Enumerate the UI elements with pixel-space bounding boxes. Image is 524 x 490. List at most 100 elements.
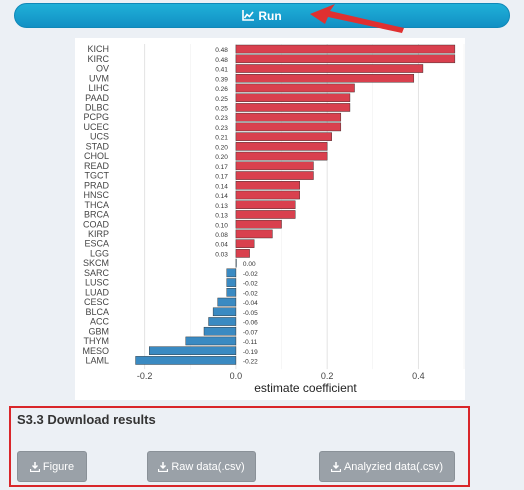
bar: [235, 103, 351, 112]
category-label: MESO: [82, 346, 109, 356]
download-raw-data-label: Raw data(.csv): [171, 460, 245, 473]
bar: [203, 326, 237, 336]
bar: [235, 44, 456, 54]
value-label: 0.26: [215, 86, 228, 93]
value-label: -0.06: [243, 320, 258, 327]
x-tick-label: 0.0: [230, 371, 243, 381]
annotation-arrow: [310, 4, 404, 33]
category-label: LIHC: [88, 83, 109, 93]
category-label: GBM: [88, 326, 109, 336]
bar: [226, 268, 237, 278]
bar: [235, 181, 300, 190]
category-label: LUSC: [85, 278, 110, 288]
category-label: CESC: [84, 297, 110, 307]
bar: [235, 200, 296, 210]
category-label: READ: [84, 161, 110, 171]
bar: [235, 54, 456, 64]
bar: [149, 346, 237, 355]
category-label: SARC: [84, 268, 110, 278]
bar-chart: KICH 0.48 KIRC 0.48 OV 0.41 UVM 0.39 LIHC 0.26 PAA…: [82, 44, 465, 395]
category-label: STAD: [86, 141, 110, 151]
bar: [235, 64, 424, 73]
bar: [235, 161, 314, 171]
section-title: S3.3 Download results: [17, 412, 156, 427]
download-figure-button[interactable]: Figure: [17, 451, 87, 482]
category-label: KIRC: [87, 54, 109, 64]
value-label: -0.19: [243, 349, 258, 356]
value-label: 0.13: [215, 213, 228, 220]
bar: [235, 219, 282, 229]
bar: [235, 171, 314, 180]
bar: [235, 258, 237, 268]
value-label: 0.17: [215, 164, 228, 171]
value-label: 0.41: [215, 67, 228, 74]
bar: [235, 151, 328, 161]
x-tick-label: 0.2: [321, 371, 334, 381]
value-label: 0.03: [215, 251, 228, 258]
category-label: KICH: [87, 44, 109, 54]
category-label: THYM: [84, 336, 110, 346]
value-label: -0.22: [243, 358, 258, 365]
value-label: -0.11: [243, 339, 258, 346]
x-tick-label: 0.4: [412, 371, 425, 381]
bar: [235, 73, 415, 83]
value-label: 0.08: [215, 232, 228, 239]
download-figure-label: Figure: [42, 460, 75, 473]
value-label: -0.05: [243, 310, 258, 317]
category-label: PCPG: [83, 112, 109, 122]
category-label: UCEC: [83, 122, 109, 132]
run-button[interactable]: Run: [14, 3, 510, 28]
bar: [235, 229, 273, 239]
value-label: 0.39: [215, 76, 228, 83]
download-raw-data-button[interactable]: Raw data(.csv): [147, 451, 256, 482]
category-label: TGCT: [85, 171, 110, 181]
category-label: ESCA: [84, 239, 109, 249]
value-label: 0.10: [215, 222, 228, 229]
download-analyzed-data-label: Analyzied data(.csv): [343, 460, 444, 473]
value-label: -0.07: [243, 329, 258, 336]
chart-panel: KICH 0.48 KIRC 0.48 OV 0.41 UVM 0.39 LIHC 0.26 PAA…: [75, 38, 465, 400]
category-label: PAAD: [85, 93, 109, 103]
value-label: 0.25: [215, 96, 228, 103]
value-label: 0.20: [215, 144, 228, 151]
value-label: 0.13: [215, 203, 228, 210]
value-label: 0.00: [243, 261, 256, 268]
category-label: LUAD: [85, 287, 110, 297]
category-label: OV: [96, 64, 109, 74]
bar: [185, 336, 237, 346]
category-label: COAD: [83, 219, 110, 229]
bar: [235, 142, 328, 151]
bar: [235, 93, 351, 102]
category-label: KIRP: [88, 229, 109, 239]
download-icon: [29, 461, 40, 472]
value-label: 0.17: [215, 174, 228, 181]
category-label: BLCA: [85, 307, 109, 317]
bar: [235, 249, 250, 258]
bar: [217, 297, 237, 307]
value-label: 0.14: [215, 193, 228, 200]
bar: [226, 288, 237, 297]
category-label: THCA: [85, 200, 110, 210]
bar: [208, 317, 237, 326]
x-tick-label: -0.2: [137, 371, 153, 381]
value-label: -0.02: [243, 281, 258, 288]
value-label: 0.04: [215, 242, 228, 249]
category-label: ACC: [90, 317, 110, 327]
bar: [226, 278, 237, 287]
category-label: BRCA: [84, 210, 109, 220]
bar: [235, 190, 300, 200]
download-section: S3.3 Download results Figure Raw data(.c…: [9, 406, 470, 487]
download-analyzed-data-button[interactable]: Analyzied data(.csv): [319, 451, 455, 482]
bar: [235, 83, 355, 93]
value-label: -0.02: [243, 271, 258, 278]
download-icon: [158, 461, 169, 472]
run-button-label: Run: [258, 8, 282, 23]
value-label: 0.23: [215, 115, 228, 122]
bar: [235, 122, 342, 132]
value-label: -0.04: [243, 300, 258, 307]
value-label: 0.20: [215, 154, 228, 161]
category-label: LGG: [90, 248, 109, 258]
bar: [235, 112, 342, 122]
value-label: -0.02: [243, 290, 258, 297]
category-label: SKCM: [83, 258, 109, 268]
